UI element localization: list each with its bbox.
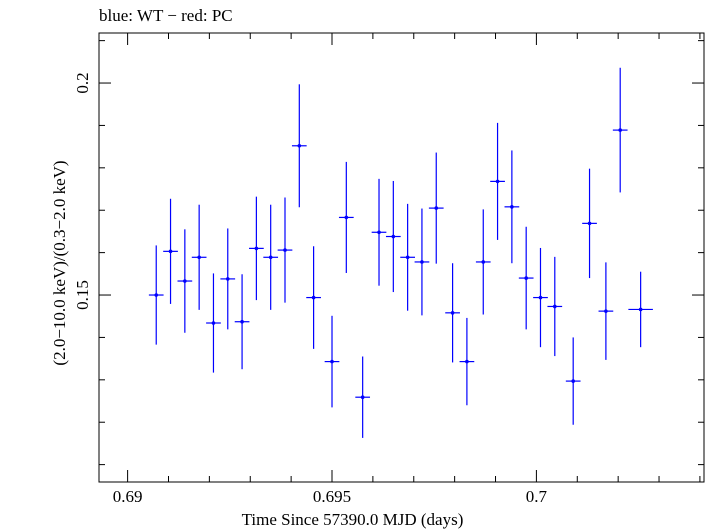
data-point (598, 262, 614, 360)
data-point (206, 273, 221, 373)
data-point (582, 168, 597, 279)
y-axis-label: (2.0−10.0 keV)/(0.3−2.0 keV) (50, 160, 69, 366)
data-point (445, 263, 460, 363)
plot-frame (98, 32, 705, 483)
data-marker (510, 205, 514, 209)
data-marker (604, 309, 608, 313)
data-marker (571, 379, 575, 383)
data-marker (211, 321, 216, 325)
data-marker (330, 359, 334, 364)
data-marker (450, 311, 455, 315)
data-marker (434, 206, 439, 210)
data-point (428, 152, 444, 264)
data-marker (240, 319, 244, 324)
data-point (385, 180, 401, 293)
data-point (277, 197, 293, 303)
x-tick-label: 0.695 (313, 487, 351, 506)
data-point (263, 204, 279, 310)
data-marker (618, 128, 622, 132)
data-point (628, 271, 653, 348)
x-tick-label: 0.7 (526, 487, 548, 506)
data-marker (538, 295, 543, 300)
data-point (148, 245, 164, 345)
data-point (414, 208, 430, 316)
data-point (355, 356, 371, 438)
data-marker (344, 215, 349, 220)
data-point (306, 246, 321, 349)
data-point (191, 204, 207, 310)
data-point (459, 317, 475, 406)
data-point (400, 203, 415, 311)
data-marker (524, 276, 528, 280)
y-tick-label: 0.15 (73, 280, 92, 310)
data-marker (154, 293, 159, 297)
data-point (234, 274, 250, 370)
y-tick-label: 0.2 (73, 72, 92, 93)
data-marker (481, 260, 486, 264)
data-marker (552, 304, 557, 309)
data-point (612, 67, 628, 193)
data-marker (495, 179, 500, 184)
axis-ticks: 0.69 0.695 0.7 0.15 0.2 (73, 33, 704, 506)
data-marker (638, 307, 643, 312)
data-point (475, 209, 491, 315)
data-marker (587, 221, 592, 226)
data-point (518, 226, 534, 330)
data-marker (360, 395, 365, 400)
data-point (249, 196, 264, 301)
x-tick-label: 0.69 (113, 487, 143, 506)
data-point (490, 122, 505, 240)
data-point (324, 315, 340, 408)
data-marker (168, 249, 173, 254)
data-marker (377, 230, 381, 235)
data-marker (405, 255, 410, 260)
data-marker (268, 255, 273, 260)
data-marker (283, 248, 287, 252)
data-marker (297, 143, 302, 148)
data-marks (148, 67, 653, 438)
data-point (220, 228, 236, 330)
data-marker (420, 260, 424, 264)
data-point (533, 247, 548, 348)
x-axis-label: Time Since 57390.0 MJD (days) (241, 510, 464, 529)
data-point (177, 229, 193, 333)
data-marker (225, 277, 230, 281)
data-point (547, 256, 563, 357)
data-marker (197, 255, 201, 260)
data-marker (391, 234, 396, 239)
data-point (338, 161, 354, 273)
data-point (163, 198, 178, 304)
data-marker (183, 279, 187, 283)
data-point (291, 84, 307, 208)
chart-title: blue: WT − red: PC (99, 6, 233, 25)
data-marker (465, 359, 469, 364)
data-point (565, 337, 581, 425)
data-point (504, 150, 520, 264)
data-point (371, 178, 387, 286)
data-marker (254, 246, 259, 251)
data-marker (311, 295, 316, 300)
